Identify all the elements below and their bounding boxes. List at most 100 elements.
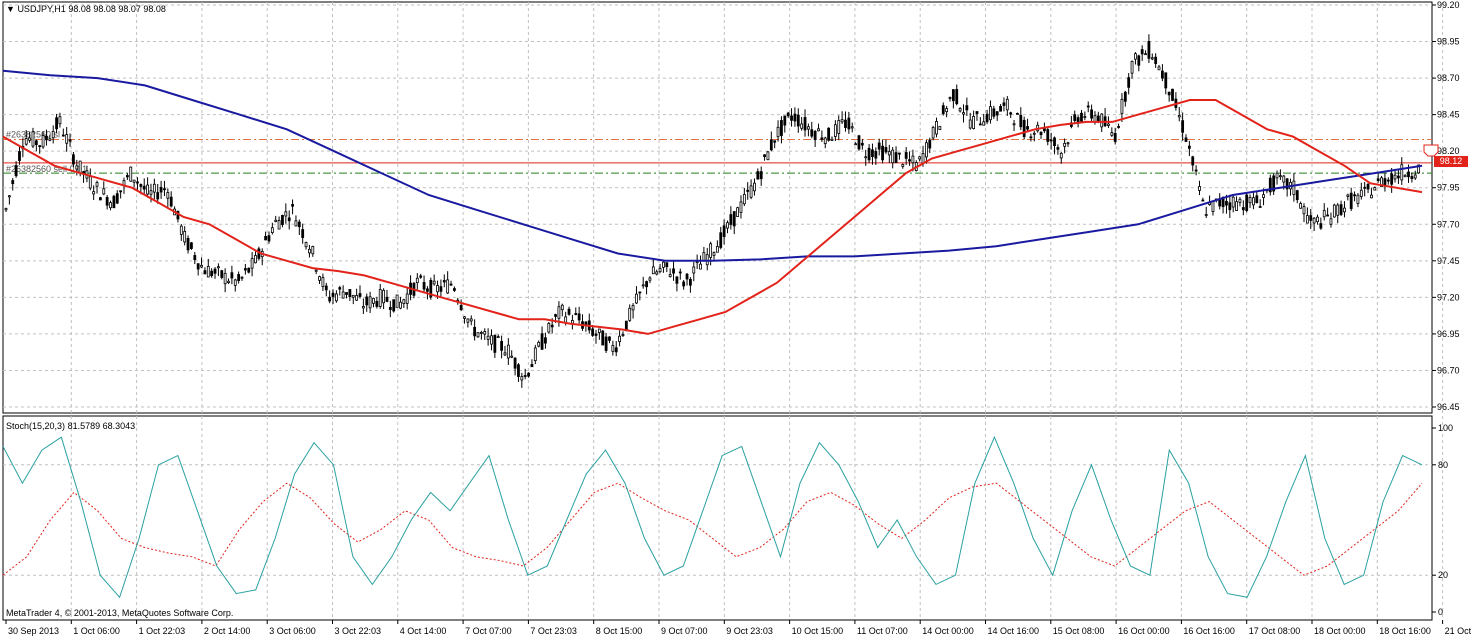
y-tick-label: 20: [1438, 570, 1448, 580]
candle-body: [1380, 177, 1383, 188]
candle-body: [567, 308, 571, 315]
candle: [1157, 64, 1161, 71]
candle: [1400, 157, 1404, 185]
candle-body: [7, 195, 11, 198]
candle: [675, 276, 679, 292]
candle: [1019, 107, 1023, 131]
y-tick-label: 96.95: [1437, 329, 1460, 339]
candle-body: [1309, 215, 1313, 221]
candle-body: [392, 299, 396, 312]
candle-body: [125, 175, 129, 178]
candle: [179, 224, 183, 241]
candle-body: [989, 106, 992, 121]
candle-body: [331, 292, 335, 297]
candle-body: [368, 296, 372, 309]
candle-body: [95, 182, 99, 187]
candle: [1403, 174, 1407, 178]
candle-body: [1150, 57, 1154, 60]
candle-body: [216, 266, 220, 269]
y-tick-label: 100: [1438, 423, 1453, 433]
candle: [223, 268, 227, 293]
candle-body: [500, 341, 504, 351]
candle-body: [1029, 136, 1033, 139]
candle: [972, 110, 975, 130]
candle: [334, 290, 338, 303]
candle: [702, 246, 706, 262]
candle-body: [776, 126, 780, 138]
candle-body: [918, 156, 922, 160]
x-tick-label: 9 Oct 23:03: [726, 626, 773, 636]
candle-body: [1255, 195, 1259, 204]
x-tick-label: 1 Oct 06:00: [73, 626, 120, 636]
candle: [402, 298, 406, 308]
candle: [1174, 92, 1178, 111]
candle: [41, 131, 45, 149]
candle-body: [1268, 177, 1272, 193]
candle-body: [1292, 180, 1296, 195]
candle-body: [1022, 119, 1026, 138]
candle: [58, 112, 62, 128]
candle-body: [911, 155, 915, 164]
bid-price-label: 98.12: [1434, 156, 1468, 167]
candle: [820, 130, 824, 142]
candle: [958, 107, 962, 113]
candle-body: [1194, 169, 1198, 172]
candle: [395, 294, 399, 308]
candle-body: [267, 235, 271, 242]
candle-body: [1245, 194, 1249, 212]
candle: [503, 345, 507, 357]
ma-slow-line: [2, 69, 1423, 262]
y-tick-label: 98.70: [1437, 73, 1460, 83]
x-tick-label: 2 Oct 14:00: [204, 626, 251, 636]
candle-body: [442, 280, 446, 283]
candle: [867, 144, 871, 164]
candle-body: [233, 279, 237, 286]
candle-body: [951, 89, 955, 102]
candle-body: [115, 193, 119, 204]
candle-body: [490, 335, 493, 345]
candle: [817, 123, 820, 132]
candle: [813, 129, 817, 147]
candle-body: [92, 191, 96, 195]
candle-body: [1282, 175, 1286, 183]
candle-body: [129, 166, 133, 182]
candle-body: [742, 194, 746, 205]
candle: [1376, 173, 1380, 183]
candle-body: [783, 115, 787, 126]
candle: [1016, 112, 1019, 115]
candle: [999, 104, 1002, 112]
dropdown-arrow-icon[interactable]: ▼: [6, 4, 15, 14]
candle: [1252, 190, 1255, 210]
candle: [463, 316, 466, 324]
candle-body: [270, 227, 274, 234]
candle: [240, 276, 244, 281]
candle-body: [554, 314, 557, 317]
candle-body: [544, 337, 547, 344]
candle-body: [638, 291, 642, 294]
candle: [72, 151, 75, 168]
candle: [1113, 127, 1117, 145]
candle-body: [1339, 204, 1343, 215]
candle: [699, 255, 702, 270]
candle-body: [351, 294, 355, 298]
candle: [1295, 189, 1299, 204]
candle-body: [31, 131, 35, 147]
candle: [287, 210, 291, 230]
candle: [294, 215, 298, 227]
x-tick-label: 3 Oct 06:00: [269, 626, 316, 636]
candle: [759, 166, 763, 186]
candle: [530, 359, 534, 368]
candle-body: [196, 263, 200, 270]
candle: [1161, 64, 1164, 82]
candle: [355, 288, 359, 301]
candle-body: [294, 220, 298, 227]
candle-body: [1167, 91, 1171, 96]
candle: [1039, 131, 1043, 139]
candle-body: [867, 147, 871, 161]
candle-body: [41, 135, 45, 148]
candle-body: [68, 139, 72, 142]
candle: [1268, 174, 1272, 196]
candle: [48, 134, 52, 142]
